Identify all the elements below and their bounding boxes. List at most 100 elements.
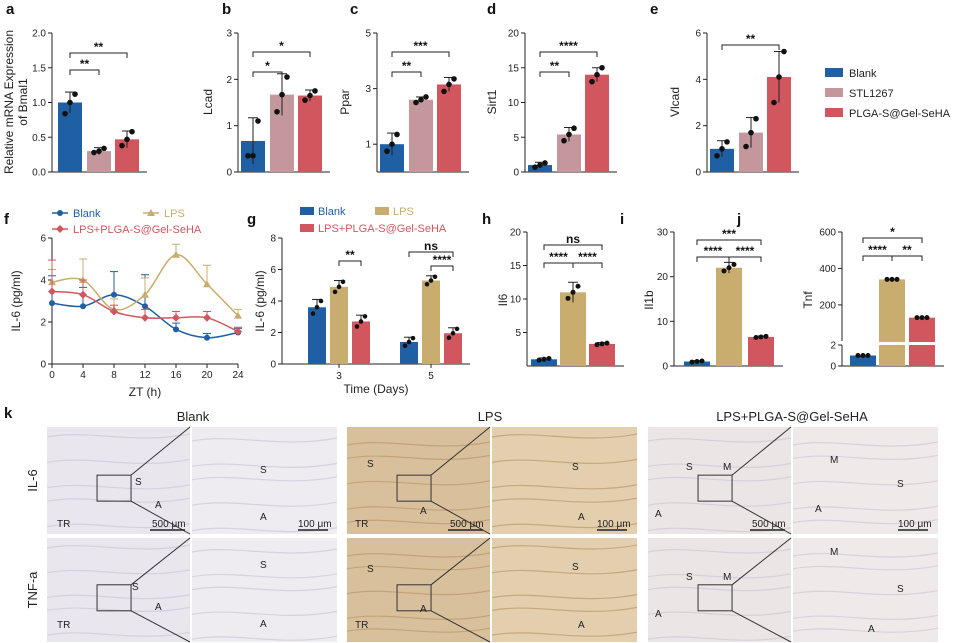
panel-g-legend-swatch-1 bbox=[375, 207, 389, 215]
panel-i-sig-label: **** bbox=[736, 244, 755, 258]
panel-h-axis: 5 10 15 20 bbox=[510, 228, 528, 366]
panel-f-marker bbox=[142, 303, 148, 310]
panel-c-bar-1 bbox=[409, 99, 433, 172]
panel-g-sig-label: ns bbox=[424, 239, 438, 253]
panel-e-point bbox=[753, 115, 759, 122]
tissue-texture bbox=[191, 586, 338, 592]
panel-g-bar bbox=[352, 321, 370, 364]
panel-j-point bbox=[919, 315, 925, 321]
panel-f-y-axis-title: IL-6 (pg/ml) bbox=[9, 270, 23, 331]
panel-a-sig-label: ** bbox=[80, 57, 90, 71]
panel-h-point bbox=[536, 357, 542, 363]
panel-h-sig-bracket bbox=[572, 262, 603, 268]
panel-c-bar-2 bbox=[437, 84, 461, 172]
panel-label-f: f bbox=[4, 211, 10, 228]
zoom-box bbox=[396, 584, 432, 612]
panel-j-point bbox=[889, 276, 895, 282]
panel-b-sig-bracket bbox=[252, 71, 283, 77]
zoom-line bbox=[731, 426, 792, 476]
panel-f-x-tick-label: 16 bbox=[170, 370, 182, 381]
panel-g-bar bbox=[308, 307, 326, 364]
panel-g-legend-label-2: LPS+PLGA-S@Gel-SeHA bbox=[318, 223, 447, 235]
zoom-line bbox=[430, 610, 491, 643]
panel-h-sig-bracket bbox=[543, 244, 603, 250]
tissue-texture bbox=[46, 544, 191, 550]
panel-f-x-tick-label: 8 bbox=[111, 370, 117, 381]
panel-h-sig-label: **** bbox=[578, 250, 597, 264]
panel-d-point bbox=[561, 137, 567, 144]
tissue-texture bbox=[491, 544, 638, 550]
panel-e-y-tick-label: 0 bbox=[695, 168, 701, 179]
tissue-texture bbox=[191, 501, 338, 507]
tissue-texture bbox=[647, 501, 792, 507]
micrograph-region-label: A bbox=[420, 604, 427, 615]
panel-c-point bbox=[384, 148, 390, 154]
tissue-texture bbox=[647, 548, 792, 554]
scale-bar-label: 500 μm bbox=[152, 519, 186, 530]
panel-b-y-tick-label: 0 bbox=[226, 168, 232, 179]
panel-h-point bbox=[594, 342, 600, 348]
tissue-texture bbox=[792, 565, 939, 571]
panel-f-marker bbox=[80, 303, 86, 310]
panel-a-sig-bracket bbox=[69, 69, 100, 75]
panel-g-bar bbox=[400, 341, 418, 364]
panel-d-y-tick-label: 20 bbox=[508, 29, 520, 40]
panel-e-y-tick-label: 2 bbox=[695, 121, 701, 132]
panel-h-point bbox=[604, 340, 610, 346]
panel-g-point bbox=[310, 311, 316, 316]
panel-a-y-tick-label: 1.5 bbox=[32, 63, 46, 74]
panel-j-sig-bracket bbox=[891, 255, 923, 261]
panel-label-d: d bbox=[487, 1, 496, 18]
panel-h-chart: Il6 ns **** **** bbox=[496, 232, 624, 367]
scale-bar-label: 100 μm bbox=[898, 519, 932, 530]
panel-d-y-tick-label: 0 bbox=[513, 168, 519, 179]
micrograph-region-label: TR bbox=[355, 519, 368, 530]
micrograph-region-label: TR bbox=[57, 519, 70, 530]
panel-d-y-tick-label: 15 bbox=[508, 63, 520, 74]
panel-j-y-tick-label: 200 bbox=[819, 300, 836, 311]
scale-bar-label: 100 μm bbox=[597, 519, 631, 530]
panel-g-sig-bracket bbox=[430, 265, 454, 271]
panel-label-a: a bbox=[6, 1, 15, 18]
zoom-box bbox=[96, 584, 132, 612]
micro-row-label-1: TNF-a bbox=[25, 571, 40, 609]
panel-j-sig-bracket bbox=[862, 237, 923, 243]
micro-column-title-1: LPS bbox=[478, 409, 503, 424]
panel-i-sig-label: **** bbox=[704, 244, 723, 258]
zoom-line bbox=[130, 537, 191, 586]
panel-h-bar-2 bbox=[589, 343, 615, 366]
panel-e-y-tick-label: 6 bbox=[695, 29, 701, 40]
panel-g-point bbox=[318, 298, 324, 304]
panel-label-e: e bbox=[650, 1, 658, 18]
tissue-texture bbox=[491, 569, 638, 575]
panel-e-point bbox=[743, 143, 749, 150]
zoom-line bbox=[731, 610, 792, 643]
panel-j-y-tick-label: 2 bbox=[830, 341, 836, 352]
panel-g-legend-swatch-0 bbox=[300, 207, 314, 215]
panel-f-x-tick-label: 24 bbox=[232, 370, 244, 381]
panel-d-point bbox=[532, 164, 538, 170]
panel-i-point bbox=[721, 268, 727, 274]
panel-b-bar-2 bbox=[298, 95, 322, 172]
tissue-texture bbox=[346, 627, 491, 633]
panel-g-x-tick-label: 5 bbox=[428, 371, 434, 382]
panel-b-point bbox=[307, 92, 313, 99]
panel-f-y-tick-label: 4 bbox=[40, 276, 46, 287]
panel-i-y-tick-label: 10 bbox=[657, 317, 669, 328]
micrograph-region-label: S bbox=[132, 582, 139, 593]
panel-f-marker bbox=[172, 250, 180, 258]
micrograph-tile bbox=[492, 538, 637, 642]
panel-b-point bbox=[284, 74, 290, 80]
tissue-texture bbox=[491, 458, 638, 464]
micrograph-region-label: S bbox=[897, 584, 904, 595]
panel-h-point bbox=[570, 289, 576, 295]
panel-h-bar-1 bbox=[560, 292, 586, 366]
panel-b-point bbox=[250, 152, 256, 159]
panel-g-point bbox=[354, 324, 360, 329]
micrograph-tile bbox=[47, 427, 190, 534]
panel-i-point bbox=[763, 333, 769, 339]
micrograph-region-label: S bbox=[135, 477, 142, 488]
zoom-box bbox=[396, 474, 432, 502]
panel-i-point bbox=[753, 335, 759, 341]
